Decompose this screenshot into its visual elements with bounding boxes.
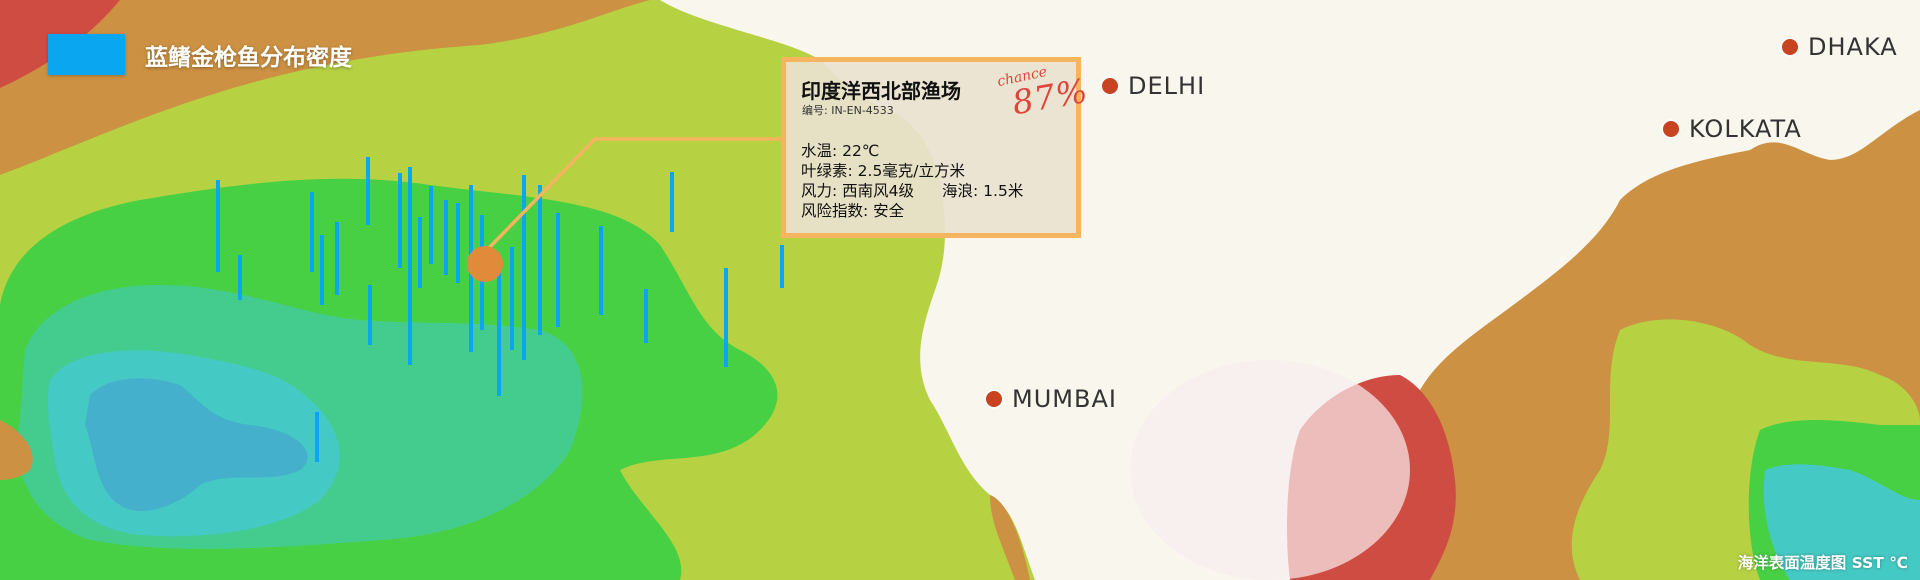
popup-title: 印度洋西北部渔场 <box>801 79 961 103</box>
bay-coldest-zone <box>1763 464 1920 580</box>
popup-id: 编号: IN-EN-4533 <box>802 104 894 117</box>
sst-warm-patch <box>0 420 33 480</box>
stat-wind: 风力: 西南风4级 <box>801 182 915 200</box>
map-legend: 蓝鳍金枪鱼分布密度 <box>48 34 352 75</box>
fishery-marker[interactable] <box>467 246 503 282</box>
popup-stats: 水温: 22℃ 叶绿素: 2.5毫克/立方米 风力: 西南风4级 海浪: 1.5米… <box>801 141 1023 221</box>
city-marker-icon <box>1663 121 1679 137</box>
city-marker-icon <box>1782 39 1798 55</box>
city-label: MUMBAI <box>1012 385 1117 413</box>
city-dhaka[interactable]: DHAKA <box>1782 33 1898 61</box>
land-haze <box>1130 360 1410 580</box>
stat-waves: 海浪: 1.5米 <box>942 182 1024 200</box>
legend-label: 蓝鳍金枪鱼分布密度 <box>145 44 352 71</box>
fishery-info-popup[interactable]: 印度洋西北部渔场 编号: IN-EN-4533 chance 87% 水温: 2… <box>781 57 1091 238</box>
city-marker-icon <box>1102 78 1118 94</box>
legend-swatch <box>48 34 125 75</box>
city-label: DHAKA <box>1808 33 1898 61</box>
city-delhi[interactable]: DELHI <box>1102 72 1205 100</box>
city-label: DELHI <box>1128 72 1206 100</box>
stat-chlorophyll: 叶绿素: 2.5毫克/立方米 <box>801 162 966 180</box>
city-label: KOLKATA <box>1689 115 1802 143</box>
sst-deep-zone <box>85 378 308 512</box>
city-marker-icon <box>986 391 1002 407</box>
stat-risk: 风险指数: 安全 <box>801 202 905 220</box>
stat-water-temp: 水温: 22℃ <box>801 142 880 160</box>
map-caption: 海洋表面温度图 SST ℃ <box>1737 554 1908 572</box>
city-mumbai[interactable]: MUMBAI <box>986 385 1117 413</box>
coastal-warm-spot <box>990 495 1030 580</box>
city-kolkata[interactable]: KOLKATA <box>1663 115 1802 143</box>
popup-connector-line <box>483 137 782 254</box>
stat-wind-waves: 风力: 西南风4级 海浪: 1.5米 <box>801 181 1023 201</box>
